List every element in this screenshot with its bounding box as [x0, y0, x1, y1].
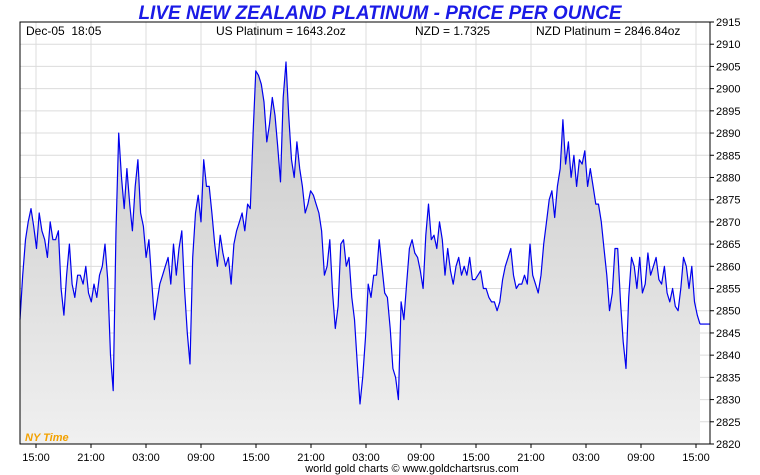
- header-fx-rate: NZD = 1.7325: [415, 24, 490, 38]
- x-tick-label: 03:00: [572, 452, 600, 464]
- y-tick-label: 2890: [716, 128, 740, 140]
- header-datetime: Dec-05 18:05: [26, 24, 102, 38]
- y-tick-label: 2875: [716, 195, 740, 207]
- x-tick-label: 21:00: [517, 452, 545, 464]
- x-tick-label: 21:00: [77, 452, 105, 464]
- series-area-fill: [20, 62, 700, 444]
- y-tick-label: 2900: [716, 84, 740, 96]
- plot-frame: [19, 21, 711, 445]
- y-tick-label: 2915: [716, 17, 740, 29]
- x-tick-label: 09:00: [187, 452, 215, 464]
- x-tick-label: 03:00: [132, 452, 160, 464]
- y-tick-label: 2865: [716, 239, 740, 251]
- x-tick-label: 09:00: [627, 452, 655, 464]
- y-tick-label: 2850: [716, 306, 740, 318]
- header-nzd-price: NZD Platinum = 2846.84oz: [536, 24, 680, 38]
- x-tick-label: 15:00: [682, 452, 710, 464]
- timezone-label: NY Time: [25, 432, 69, 444]
- chart-header: Dec-05 18:05 US Platinum = 1643.2oz NZD …: [26, 24, 680, 38]
- x-tick-label: 15:00: [242, 452, 270, 464]
- x-tick-label: 21:00: [297, 452, 325, 464]
- x-tick-label: 09:00: [407, 452, 435, 464]
- y-tick-label: 2855: [716, 284, 740, 296]
- series-area: [19, 61, 710, 444]
- y-axis-ticks: 2820 2825 2830 2835 2840 2845 2850 2855 2860 2865…: [710, 17, 740, 451]
- y-tick-label: 2840: [716, 350, 740, 362]
- y-tick-label: 2870: [716, 217, 740, 229]
- chart-title: LIVE NEW ZEALAND PLATINUM - PRICE PER OU…: [138, 3, 622, 24]
- x-tick-label: 03:00: [352, 452, 380, 464]
- y-tick-label: 2885: [716, 150, 740, 162]
- series-line: [19, 61, 701, 405]
- header-us-price: US Platinum = 1643.2oz: [216, 24, 346, 38]
- x-tick-label: 15:00: [22, 452, 50, 464]
- x-axis-ticks: 15:00 21:00 03:00 09:00 15:00 21:00 03:00 09:00…: [22, 444, 710, 464]
- footer-credit: world gold charts © www.goldchartsrus.co…: [304, 463, 519, 475]
- y-tick-label: 2905: [716, 61, 740, 73]
- y-tick-label: 2835: [716, 372, 740, 384]
- y-tick-label: 2910: [716, 39, 740, 51]
- y-tick-label: 2895: [716, 106, 740, 118]
- y-tick-label: 2825: [716, 417, 740, 429]
- y-tick-label: 2880: [716, 172, 740, 184]
- y-tick-label: 2845: [716, 328, 740, 340]
- y-tick-label: 2820: [716, 439, 740, 451]
- x-tick-label: 15:00: [462, 452, 490, 464]
- y-tick-label: 2860: [716, 261, 740, 273]
- y-tick-label: 2830: [716, 395, 740, 407]
